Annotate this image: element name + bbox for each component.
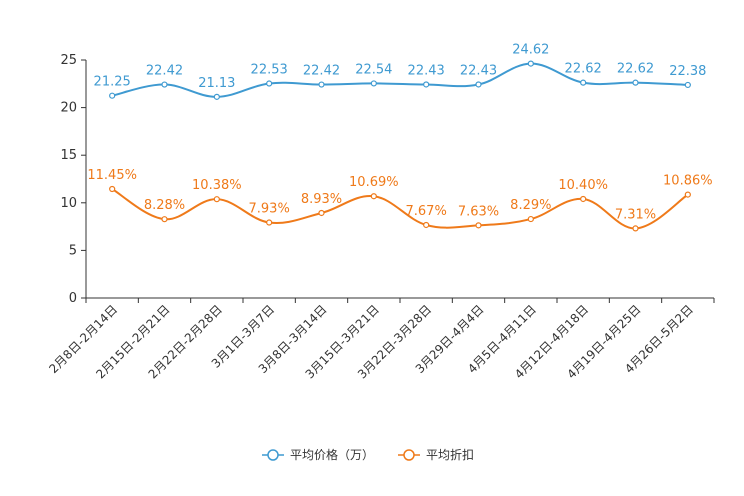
data-label: 7.63% bbox=[458, 204, 499, 219]
series-line bbox=[111, 62, 688, 98]
legend-label: 平均折扣 bbox=[426, 447, 474, 462]
data-label: 22.38 bbox=[669, 64, 706, 79]
data-point[interactable] bbox=[161, 216, 168, 223]
data-label: 22.42 bbox=[146, 64, 183, 79]
data-label: 22.53 bbox=[251, 63, 288, 78]
data-point[interactable] bbox=[266, 80, 273, 87]
data-point[interactable] bbox=[213, 93, 220, 100]
y-axis-ticks: 0 5 10 15 20 25 bbox=[60, 53, 86, 306]
data-point[interactable] bbox=[580, 79, 587, 86]
data-label: 7.93% bbox=[249, 202, 290, 217]
data-label: 11.45% bbox=[87, 168, 137, 183]
data-label: 8.28% bbox=[144, 198, 185, 213]
data-point[interactable] bbox=[370, 80, 377, 87]
data-point[interactable] bbox=[423, 81, 430, 88]
data-label: 10.40% bbox=[558, 178, 608, 193]
data-point[interactable] bbox=[475, 222, 482, 229]
series-line bbox=[111, 188, 689, 230]
data-label: 21.13 bbox=[198, 76, 235, 91]
data-point[interactable] bbox=[213, 196, 220, 203]
legend-marker-icon bbox=[267, 449, 279, 461]
data-label: 10.86% bbox=[663, 174, 713, 189]
legend[interactable]: 平均价格（万） 平均折扣 bbox=[262, 447, 474, 462]
data-point[interactable] bbox=[684, 81, 691, 89]
data-label: 22.62 bbox=[565, 62, 602, 77]
y-tick-label: 10 bbox=[60, 196, 77, 211]
data-point[interactable] bbox=[370, 193, 377, 200]
data-point[interactable] bbox=[632, 79, 639, 86]
y-tick-label: 25 bbox=[60, 53, 77, 68]
data-point[interactable] bbox=[475, 81, 482, 88]
data-point[interactable] bbox=[318, 209, 325, 217]
data-label: 22.43 bbox=[460, 63, 497, 78]
data-label: 22.43 bbox=[408, 63, 445, 78]
data-point[interactable] bbox=[161, 81, 168, 88]
data-point[interactable] bbox=[632, 225, 639, 232]
data-point[interactable] bbox=[266, 219, 273, 226]
data-label: 22.62 bbox=[617, 62, 654, 77]
series-2: 11.45% 8.28% 10.38% 7.93% 8.93% 10.69% 7.67% 7.… bbox=[87, 168, 713, 232]
data-point[interactable] bbox=[318, 81, 325, 88]
legend-item[interactable]: 平均价格（万） bbox=[262, 447, 374, 462]
data-point[interactable] bbox=[423, 221, 430, 229]
data-label: 7.31% bbox=[615, 207, 656, 222]
series-layer: 21.25 22.42 21.13 22.53 22.42 22.54 22.43 22.43… bbox=[87, 43, 713, 232]
legend-item[interactable]: 平均折扣 bbox=[398, 447, 474, 462]
data-point[interactable] bbox=[684, 191, 691, 198]
data-point[interactable] bbox=[527, 60, 534, 67]
axes bbox=[85, 60, 714, 299]
data-label: 22.54 bbox=[355, 62, 392, 77]
x-axis-ticks: 2月8日-2月14日2月15日-2月21日2月22日-2月28日3月1日-3月7… bbox=[46, 298, 715, 382]
data-point[interactable] bbox=[109, 185, 116, 193]
y-tick-label: 5 bbox=[69, 243, 77, 258]
data-label: 24.62 bbox=[512, 43, 549, 58]
data-label: 10.38% bbox=[192, 178, 242, 193]
y-tick-label: 0 bbox=[69, 291, 77, 306]
y-tick-label: 20 bbox=[60, 101, 77, 116]
data-label: 8.29% bbox=[510, 198, 551, 213]
data-label: 8.93% bbox=[301, 192, 342, 207]
data-point[interactable] bbox=[109, 92, 116, 99]
y-tick-label: 15 bbox=[60, 148, 77, 163]
data-label: 7.67% bbox=[406, 204, 447, 219]
data-label: 22.42 bbox=[303, 64, 340, 79]
legend-label: 平均价格（万） bbox=[290, 447, 374, 462]
data-point[interactable] bbox=[580, 195, 587, 203]
data-label: 10.69% bbox=[349, 175, 399, 190]
data-point[interactable] bbox=[527, 215, 534, 223]
series-1: 21.25 22.42 21.13 22.53 22.42 22.54 22.43 22.43… bbox=[94, 43, 706, 100]
legend-marker-icon bbox=[403, 449, 415, 461]
data-label: 21.25 bbox=[94, 75, 131, 90]
